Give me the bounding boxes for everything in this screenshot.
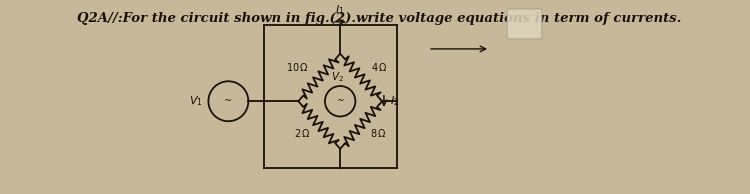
Text: $8\,\Omega$: $8\,\Omega$ (370, 127, 386, 139)
Text: Q2A//:For the circuit shown in fig.(2).write voltage equations in term of curren: Q2A//:For the circuit shown in fig.(2).w… (77, 12, 682, 25)
Text: $I_1$: $I_1$ (335, 3, 345, 16)
Text: $2\,\Omega$: $2\,\Omega$ (294, 127, 310, 139)
Text: $I_2$: $I_2$ (390, 94, 399, 108)
Text: $V_1$: $V_1$ (189, 94, 202, 108)
Text: $V_2$: $V_2$ (332, 70, 344, 84)
FancyBboxPatch shape (507, 9, 542, 39)
Text: $10\,\Omega$: $10\,\Omega$ (286, 61, 309, 73)
Text: ~: ~ (224, 96, 232, 105)
Text: $4\,\Omega$: $4\,\Omega$ (370, 61, 387, 73)
Text: ~: ~ (337, 96, 344, 105)
